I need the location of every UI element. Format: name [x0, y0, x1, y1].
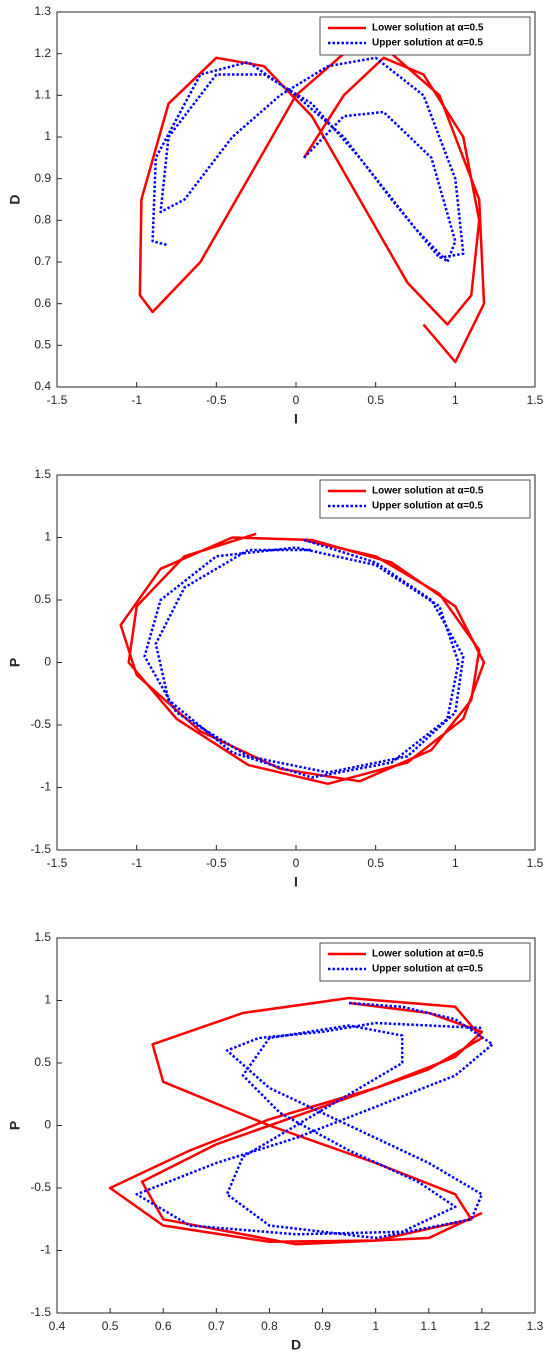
legend-label: Upper solution at α=0.5 — [372, 38, 483, 49]
y-tick-label: -1 — [40, 780, 51, 794]
axes-frame — [56, 937, 536, 1314]
y-tick-label: 1 — [44, 129, 51, 143]
y-tick-label: 0.7 — [34, 254, 51, 268]
y-axis-label: D — [7, 194, 23, 204]
x-tick-label: 0 — [293, 393, 300, 407]
legend-box — [319, 479, 531, 519]
axes-frame — [56, 474, 536, 851]
y-tick-label: -1.5 — [30, 842, 51, 856]
x-tick-label: -0.5 — [206, 393, 227, 407]
y-tick-label: 1.3 — [34, 4, 51, 18]
series-line — [108, 996, 484, 1246]
y-tick-label: 0.5 — [34, 1055, 51, 1069]
x-tick-label: -1 — [131, 393, 142, 407]
x-tick-label: 0.9 — [314, 1319, 331, 1333]
x-tick-label: 1.1 — [420, 1319, 437, 1333]
series-line — [135, 1001, 494, 1240]
series-line — [143, 538, 465, 779]
x-tick-label: 1.5 — [527, 393, 544, 407]
legend-box — [319, 16, 531, 56]
x-tick-label: 0.8 — [261, 1319, 278, 1333]
axes-frame — [56, 11, 536, 388]
y-tick-label: 0.5 — [34, 338, 51, 352]
y-tick-label: 0.8 — [34, 213, 51, 227]
series-line — [138, 52, 486, 364]
y-tick-label: 1 — [44, 993, 51, 1007]
x-tick-label: 1 — [452, 856, 459, 870]
y-tick-label: -0.5 — [30, 717, 51, 731]
legend-box — [319, 942, 531, 982]
x-axis-label: I — [294, 874, 298, 890]
y-tick-label: 0.9 — [34, 171, 51, 185]
legend-label: Lower solution at α=0.5 — [372, 949, 484, 960]
x-tick-label: 1.5 — [527, 856, 544, 870]
x-tick-label: 1.2 — [474, 1319, 491, 1333]
legend-label: Upper solution at α=0.5 — [372, 964, 483, 975]
y-tick-label: 0 — [44, 655, 51, 669]
x-axis-label: I — [294, 411, 298, 427]
y-tick-label: -1.5 — [30, 1305, 51, 1319]
y-tick-label: 1.1 — [34, 88, 51, 102]
x-tick-label: 0.5 — [367, 393, 384, 407]
y-tick-label: 0.6 — [34, 296, 51, 310]
x-tick-label: 0.7 — [208, 1319, 225, 1333]
x-tick-label: 1 — [372, 1319, 379, 1333]
legend-label: Lower solution at α=0.5 — [372, 486, 484, 497]
x-tick-label: -1.5 — [47, 856, 68, 870]
y-axis-label: P — [7, 658, 23, 667]
x-tick-label: 0.4 — [49, 1319, 66, 1333]
x-tick-label: -1.5 — [47, 393, 68, 407]
plot-area — [57, 938, 535, 1313]
y-tick-label: -0.5 — [30, 1180, 51, 1194]
x-tick-label: 0 — [293, 856, 300, 870]
y-axis-label: P — [7, 1121, 23, 1130]
x-tick-label: 1 — [452, 393, 459, 407]
plot-area — [57, 475, 535, 850]
series-line — [151, 56, 465, 264]
y-tick-label: 0.4 — [34, 379, 51, 393]
y-tick-label: 1.5 — [34, 930, 51, 944]
x-tick-label: 0.5 — [367, 856, 384, 870]
x-axis-label: D — [291, 1337, 301, 1353]
x-tick-label: -0.5 — [206, 856, 227, 870]
y-tick-label: 1.2 — [34, 46, 51, 60]
series-line — [119, 532, 486, 786]
x-tick-label: 0.5 — [102, 1319, 119, 1333]
legend-label: Lower solution at α=0.5 — [372, 23, 484, 34]
legend-label: Upper solution at α=0.5 — [372, 501, 483, 512]
y-tick-label: -1 — [40, 1243, 51, 1257]
x-tick-label: 0.6 — [155, 1319, 172, 1333]
y-tick-label: 0 — [44, 1118, 51, 1132]
plot-area — [57, 12, 535, 387]
y-tick-label: 1 — [44, 530, 51, 544]
x-tick-label: -1 — [131, 856, 142, 870]
y-tick-label: 0.5 — [34, 592, 51, 606]
x-tick-label: 1.3 — [527, 1319, 544, 1333]
y-tick-label: 1.5 — [34, 467, 51, 481]
